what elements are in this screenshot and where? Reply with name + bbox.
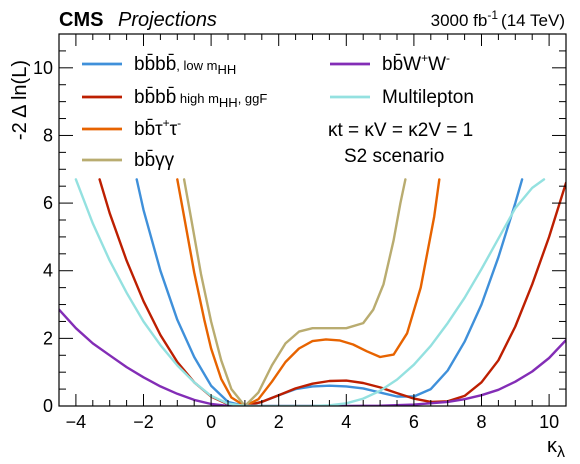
x-tick-label: −4 — [66, 412, 87, 432]
y-tick-label: 8 — [43, 125, 53, 145]
luminosity-label: 3000 fb-1 (14 TeV) — [431, 8, 565, 30]
y-tick-label: 4 — [43, 261, 53, 281]
series-line-3 — [182, 178, 407, 406]
x-tick-label: 8 — [476, 412, 486, 432]
series-line-0 — [135, 178, 524, 406]
chart-header: CMS Projections 3000 fb-1 (14 TeV) — [59, 8, 565, 31]
scenario-annotation: S2 scenario — [344, 146, 444, 167]
luminosity-value: 3000 fb — [431, 11, 488, 30]
luminosity-unit-exponent: -1 — [487, 8, 498, 22]
legend-label: bb̄τ+τ- — [134, 116, 181, 140]
legend-label: bb̄W+W- — [382, 51, 450, 75]
legend-entry-bbgammagamma: bb̄γγ — [82, 150, 175, 171]
legend-entry-bbbb-low: bb̄bb̄, low mHH — [82, 54, 236, 77]
legend: bb̄bb̄, low mHH bb̄bb̄ high mHH, ggF bb̄… — [82, 51, 474, 171]
x-tick-label: 4 — [341, 412, 351, 432]
series-line-4 — [59, 308, 566, 406]
x-tick-label: 10 — [539, 412, 559, 432]
series-line-5 — [74, 178, 546, 406]
energy-value: (14 TeV) — [501, 11, 565, 30]
x-tick-label: 0 — [206, 412, 216, 432]
y-tick-label: 0 — [43, 396, 53, 416]
experiment-label: CMS — [59, 9, 103, 31]
series-curves — [59, 178, 566, 406]
legend-label: bb̄γγ — [134, 150, 175, 171]
series-line-2 — [176, 178, 441, 406]
x-tick-label: −2 — [133, 412, 154, 432]
y-axis-title: -2 Δ ln(L) — [9, 60, 31, 140]
coupling-annotation: κt = κV = κ2V = 1 — [328, 120, 473, 141]
legend-label: Multilepton — [382, 87, 474, 108]
legend-entry-bbbb-high: bb̄bb̄ high mHH, ggF — [82, 87, 267, 110]
y-tick-label: 10 — [33, 58, 53, 78]
y-axis-ticks: 0 2 4 6 8 10 — [33, 33, 566, 416]
legend-entry-multilepton: Multilepton — [330, 87, 474, 108]
x-axis-ticks: −4 −2 0 2 4 6 8 10 — [58, 34, 567, 432]
x-tick-label: 6 — [409, 412, 419, 432]
y-tick-label: 2 — [43, 328, 53, 348]
x-axis-title: κλ — [547, 435, 565, 461]
projections-label: Projections — [118, 9, 217, 31]
x-tick-label: 2 — [274, 412, 284, 432]
y-tick-label: 6 — [43, 193, 53, 213]
series-line-1 — [98, 178, 566, 406]
legend-entry-bbww: bb̄W+W- — [330, 51, 450, 75]
legend-label: bb̄bb̄, low mHH — [134, 54, 236, 77]
legend-entry-bbtautau: bb̄τ+τ- — [82, 116, 181, 140]
legend-label: bb̄bb̄ high mHH, ggF — [134, 87, 267, 110]
